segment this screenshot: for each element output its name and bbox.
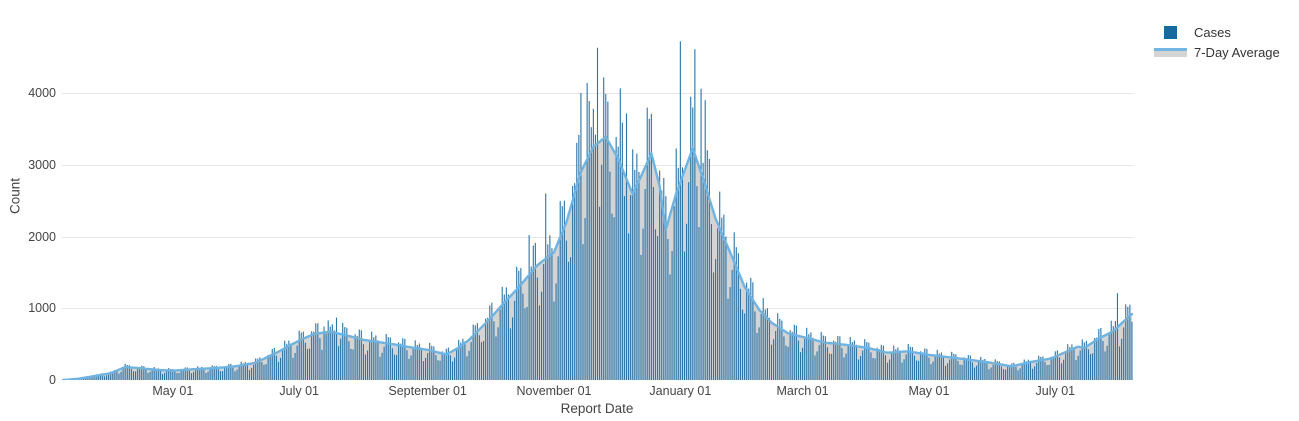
- legend-swatch-cell: [1154, 48, 1187, 57]
- avg-swatch-icon: [1154, 48, 1187, 57]
- y-tick-label: 0: [49, 373, 56, 387]
- legend-label-cases: Cases: [1194, 25, 1231, 40]
- legend-item-cases: Cases: [1154, 25, 1280, 40]
- cases-bar-chart-canvas[interactable]: [62, 10, 1133, 380]
- y-tick-label: 3000: [28, 157, 56, 172]
- legend: Cases 7-Day Average: [1154, 25, 1280, 65]
- x-tick-label: September 01: [388, 384, 467, 398]
- cases-swatch-icon: [1164, 26, 1177, 39]
- x-axis-ticks: May 01 July 01 September 01 November 01 Janu…: [62, 384, 1133, 402]
- y-tick-label: 2000: [28, 229, 56, 244]
- y-axis-ticks: 0 1000 2000 3000 4000: [6, 0, 56, 421]
- x-tick-label: March 01: [776, 384, 829, 398]
- legend-item-avg: 7-Day Average: [1154, 45, 1280, 60]
- x-tick-label: November 01: [516, 384, 592, 398]
- x-tick-label: January 01: [649, 384, 712, 398]
- x-tick-label: July 01: [1035, 384, 1076, 398]
- y-axis-title: Count: [7, 177, 23, 215]
- x-tick-label: May 01: [908, 384, 950, 398]
- y-tick-label: 1000: [28, 301, 56, 316]
- legend-swatch-cell: [1154, 26, 1187, 39]
- x-axis-title: Report Date: [560, 401, 634, 416]
- plot-area: [62, 10, 1133, 380]
- y-tick-label: 4000: [28, 86, 56, 100]
- x-tick-label: July 01: [279, 384, 319, 398]
- x-tick-label: May 01: [152, 384, 194, 398]
- legend-label-avg: 7-Day Average: [1194, 45, 1280, 60]
